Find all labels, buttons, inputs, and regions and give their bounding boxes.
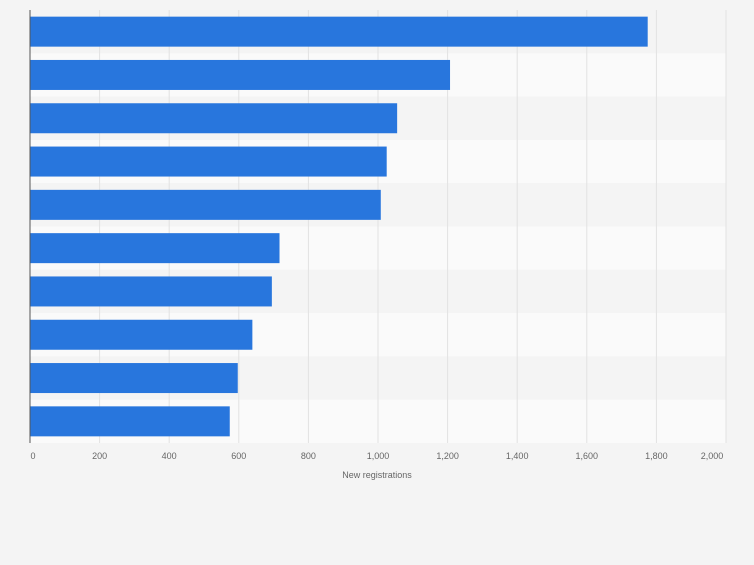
- bar[interactable]: [30, 319, 253, 350]
- bar[interactable]: [30, 59, 451, 90]
- bar[interactable]: [30, 16, 648, 47]
- x-tick-label: 400: [162, 451, 177, 461]
- x-axis-ticks: 0 200 400 600 800 1,000 1,200 1,400 1,600 1,800 2,…: [30, 451, 723, 461]
- x-tick-label: 1,400: [506, 451, 529, 461]
- x-tick-label: 2,000: [701, 451, 724, 461]
- bars: [30, 16, 648, 437]
- bar[interactable]: [30, 103, 398, 134]
- x-tick-label: 1,000: [367, 451, 390, 461]
- x-tick-label: 200: [92, 451, 107, 461]
- x-axis-label: New registrations: [342, 470, 412, 480]
- bar[interactable]: [30, 363, 238, 394]
- x-tick-label: 0: [30, 451, 35, 461]
- bar[interactable]: [30, 276, 272, 307]
- bar[interactable]: [30, 406, 230, 437]
- bar[interactable]: [30, 189, 381, 220]
- x-tick-label: 800: [301, 451, 316, 461]
- x-tick-label: 1,200: [436, 451, 459, 461]
- bar[interactable]: [30, 146, 387, 177]
- x-tick-label: 1,600: [576, 451, 599, 461]
- x-tick-label: 1,800: [645, 451, 668, 461]
- x-tick-label: 600: [231, 451, 246, 461]
- bar[interactable]: [30, 233, 280, 264]
